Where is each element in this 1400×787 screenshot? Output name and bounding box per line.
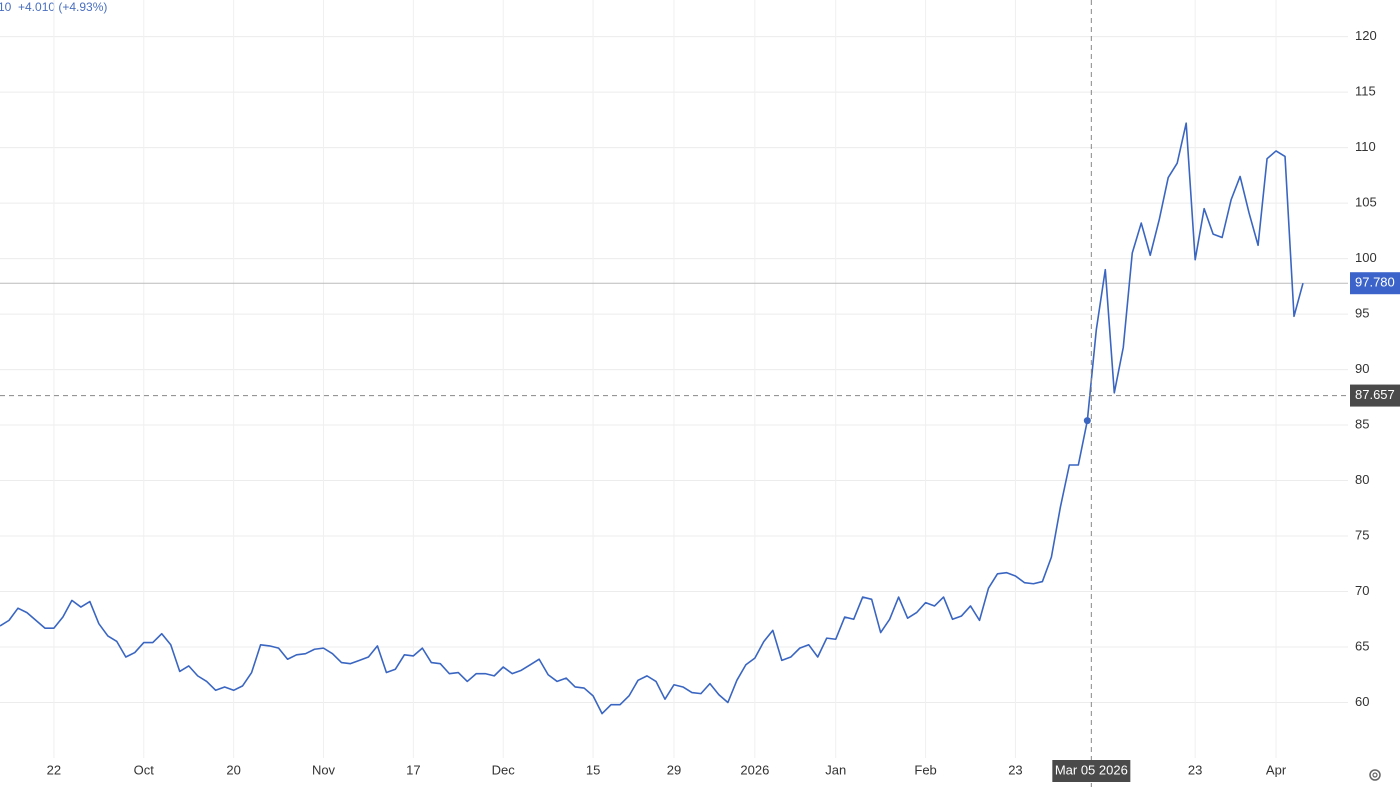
x-tick-label: 22	[47, 762, 61, 777]
y-tick-label: 115	[1355, 84, 1376, 99]
gear	[1369, 769, 1381, 781]
x-tick-label: Nov	[312, 762, 336, 777]
last-price-label-box	[1350, 272, 1400, 295]
y-tick-label: 60	[1355, 694, 1369, 709]
crosshair-y-label: 87.657	[1355, 387, 1395, 402]
crosshair-x-label-box	[1052, 760, 1131, 782]
y-tick-label: 80	[1355, 472, 1369, 487]
y-tick-label: 100	[1355, 250, 1377, 265]
crosshair-point	[1083, 417, 1091, 425]
crosshair-y-label-box	[1350, 384, 1400, 407]
last-price-label: 97.780	[1355, 275, 1395, 290]
y-tick-label: 90	[1355, 361, 1369, 376]
x-tick-label: 29	[667, 762, 681, 777]
y-tick-label: 75	[1355, 527, 1369, 542]
y-tick-label: 110	[1355, 139, 1376, 154]
y-tick-label: 65	[1355, 638, 1369, 653]
x-tick-label: Dec	[492, 762, 516, 777]
x-tick-label: 23	[1188, 762, 1202, 777]
y-tick-label: 70	[1355, 583, 1369, 598]
settings-icon[interactable]	[1369, 769, 1381, 781]
x-tick-label: Oct	[134, 762, 155, 777]
x-tick-label: Feb	[914, 762, 936, 777]
x-tick-label: 2026	[740, 762, 769, 777]
header-change: +4.010 (+4.93%)	[18, 0, 107, 14]
y-tick-label: 105	[1355, 195, 1377, 210]
crosshair-x-label: Mar 05 2026	[1055, 762, 1128, 777]
y-tick-label: 120	[1355, 28, 1377, 43]
grid	[0, 0, 1348, 758]
x-tick-label: 20	[226, 762, 240, 777]
gear-hub	[1372, 772, 1378, 778]
header-symbol: 10	[0, 0, 12, 14]
price-line	[0, 122, 1304, 715]
x-tick-label: 17	[406, 762, 420, 777]
x-tick-label: Apr	[1266, 762, 1287, 777]
y-tick-label: 85	[1355, 416, 1369, 431]
x-tick-label: 23	[1008, 762, 1022, 777]
x-tick-label: Jan	[825, 762, 846, 777]
x-tick-label: 15	[586, 762, 600, 777]
y-tick-label: 95	[1355, 306, 1369, 321]
